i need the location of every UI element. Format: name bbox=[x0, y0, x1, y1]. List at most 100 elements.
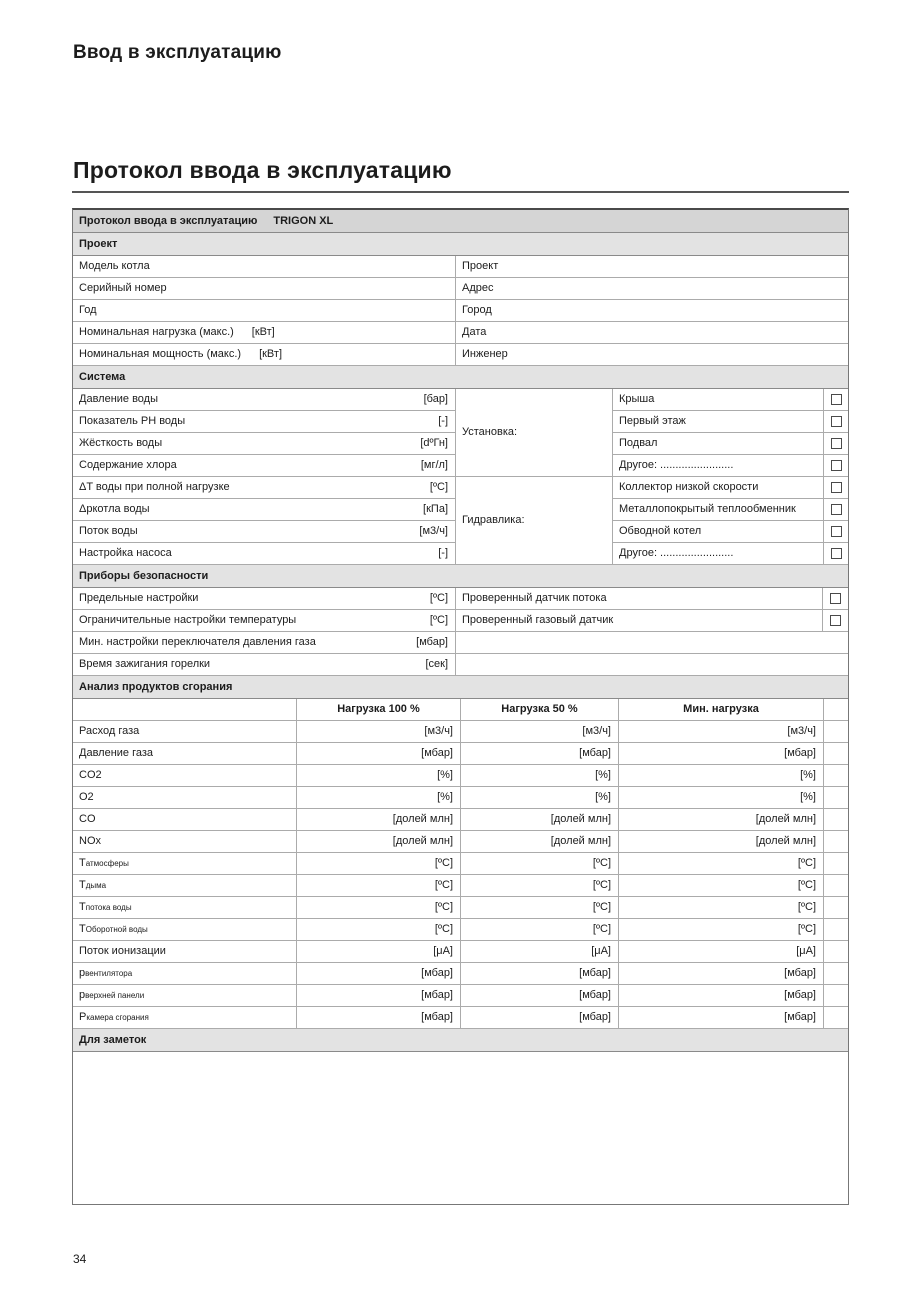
empty-cell bbox=[824, 699, 848, 720]
field-unit: [мг/л] bbox=[420, 459, 448, 471]
field-unit: [ºC] bbox=[429, 592, 448, 604]
analysis-row: T Оборотной воды [ºC] [ºC] [ºC] bbox=[73, 919, 848, 941]
title-rule bbox=[72, 191, 849, 193]
checkbox[interactable] bbox=[830, 526, 842, 537]
field-unit-cell: [%] bbox=[461, 787, 619, 808]
field-unit: [ºC] bbox=[434, 857, 453, 869]
checkbox[interactable] bbox=[830, 504, 842, 515]
checkbox-cell bbox=[824, 521, 848, 543]
field-unit: [%] bbox=[800, 769, 816, 781]
group-label-cell: Установка: bbox=[456, 389, 612, 477]
field-label: Настройка насоса bbox=[79, 547, 172, 559]
field-label-cell: Модель котла bbox=[73, 256, 456, 277]
checkbox-cell bbox=[823, 588, 848, 609]
field-unit: [мбар] bbox=[579, 1011, 611, 1023]
analysis-row: CO2 [%] [%] [%] bbox=[73, 765, 848, 787]
checkbox[interactable] bbox=[830, 438, 842, 449]
field-label: Расход газа bbox=[79, 725, 140, 737]
field-label: Номинальная мощность (макс.) bbox=[79, 348, 242, 360]
option-label-cell: Первый этаж bbox=[613, 411, 823, 433]
section-header-analysis: Анализ продуктов сгорания bbox=[73, 676, 848, 699]
analysis-row: Поток ионизации [μА] [μА] [μА] bbox=[73, 941, 848, 963]
field-unit-cell: [долей млн] bbox=[461, 809, 619, 830]
checkbox-cell bbox=[824, 455, 848, 477]
field-unit: [м3/ч] bbox=[787, 725, 816, 737]
empty-cell bbox=[824, 897, 848, 918]
column-header: Нагрузка 50 % bbox=[461, 699, 619, 720]
field-label: Поток воды bbox=[79, 525, 138, 537]
checkbox[interactable] bbox=[830, 416, 842, 427]
field-unit: [ºC] bbox=[592, 879, 611, 891]
field-unit: [кВт] bbox=[259, 348, 282, 360]
form-row: Жёсткость воды [dºГн] bbox=[73, 433, 455, 455]
field-unit: [ºC] bbox=[592, 923, 611, 935]
field-label-subscript: дыма bbox=[85, 880, 107, 890]
field-label-cell: Город bbox=[456, 300, 848, 321]
field-unit: [ºC] bbox=[434, 901, 453, 913]
field-unit-cell: [мбар] bbox=[619, 1007, 824, 1028]
field-unit-cell: [мбар] bbox=[619, 963, 824, 984]
analysis-row: Давление газа [мбар] [мбар] [мбар] bbox=[73, 743, 848, 765]
column-header: Нагрузка 100 % bbox=[297, 699, 461, 720]
empty-cell bbox=[824, 1007, 848, 1028]
field-label-cell: Год bbox=[73, 300, 456, 321]
field-unit: [-] bbox=[438, 547, 448, 559]
field-unit-cell: [долей млн] bbox=[461, 831, 619, 852]
analysis-row: CO [долей млн] [долей млн] [долей млн] bbox=[73, 809, 848, 831]
field-unit-cell: [ºC] bbox=[619, 875, 824, 896]
empty-cell bbox=[456, 654, 848, 676]
field-label: Серийный номер bbox=[79, 282, 167, 294]
form-row: Мин. настройки переключателя давления га… bbox=[73, 632, 455, 654]
section-label: Система bbox=[79, 370, 126, 383]
field-label: Город bbox=[462, 304, 492, 316]
checkbox[interactable] bbox=[830, 482, 842, 493]
field-unit-cell: [ºC] bbox=[461, 919, 619, 940]
field-unit: [долей млн] bbox=[550, 835, 611, 847]
form-row: Ограничительные настройки температуры [ºC… bbox=[73, 610, 455, 632]
field-label-subscript: верхней панели bbox=[85, 990, 145, 1000]
field-label-cell: Дата bbox=[456, 322, 848, 343]
field-unit: [мбар] bbox=[579, 967, 611, 979]
option-label-cell: Другое: ........................ bbox=[613, 455, 823, 477]
empty-cell bbox=[824, 875, 848, 896]
field-label-cell: Номинальная нагрузка (макс.) [кВт] bbox=[73, 322, 456, 343]
option-label-cell: Коллектор низкой скорости bbox=[613, 477, 823, 499]
field-unit: [ºC] bbox=[434, 879, 453, 891]
field-unit: [долей млн] bbox=[392, 835, 453, 847]
checkbox[interactable] bbox=[830, 548, 842, 559]
field-unit: [мбар] bbox=[579, 747, 611, 759]
field-unit-cell: [%] bbox=[297, 787, 461, 808]
safety-right-column: Проверенный датчик потока Проверенный га… bbox=[456, 588, 848, 676]
field-unit-cell: [ºC] bbox=[619, 919, 824, 940]
field-unit: [μА] bbox=[591, 945, 611, 957]
field-label: O2 bbox=[79, 791, 94, 803]
checkbox[interactable] bbox=[830, 593, 841, 604]
checkbox-cell bbox=[824, 477, 848, 499]
field-unit-cell: [долей млн] bbox=[297, 831, 461, 852]
field-label: CO bbox=[79, 813, 96, 825]
field-label: Давление газа bbox=[79, 747, 154, 759]
system-group-column: Установка: Гидравлика: bbox=[456, 389, 613, 565]
checkbox[interactable] bbox=[830, 615, 841, 626]
field-unit: [м3/ч] bbox=[582, 725, 611, 737]
field-label: Жёсткость воды bbox=[79, 437, 163, 449]
option-label: Крыша bbox=[619, 393, 655, 405]
field-label: CO2 bbox=[79, 769, 102, 781]
field-unit: [μА] bbox=[433, 945, 453, 957]
section-header-notes: Для заметок bbox=[73, 1029, 848, 1052]
checkbox[interactable] bbox=[830, 394, 842, 405]
field-label: p bbox=[79, 967, 86, 979]
form-row: Номинальная мощность (макс.) [кВт] Инжене… bbox=[73, 344, 848, 366]
field-unit-cell: [μА] bbox=[461, 941, 619, 962]
field-label: NOx bbox=[79, 835, 101, 847]
field-unit: [долей млн] bbox=[755, 835, 816, 847]
field-unit: [ºC] bbox=[592, 857, 611, 869]
field-unit-cell: [ºC] bbox=[297, 919, 461, 940]
field-unit: [мбар] bbox=[784, 989, 816, 1001]
field-unit: [бар] bbox=[423, 393, 448, 405]
checkbox[interactable] bbox=[830, 460, 842, 471]
field-unit: [%] bbox=[437, 769, 453, 781]
checkbox-cell bbox=[824, 389, 848, 411]
field-label-cell: Номинальная мощность (макс.) [кВт] bbox=[73, 344, 456, 365]
